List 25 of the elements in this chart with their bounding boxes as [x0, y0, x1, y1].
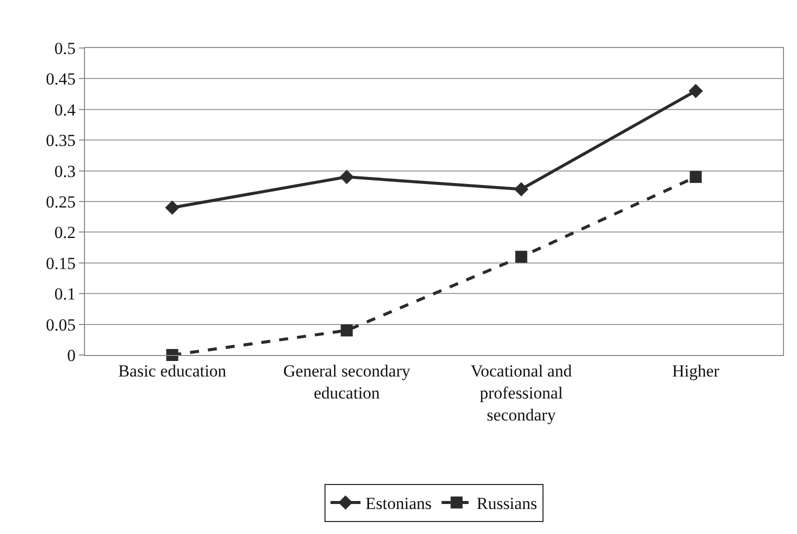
y-tick-label: 0.25 — [46, 192, 76, 212]
point — [340, 170, 354, 184]
legend-label: Estonians — [366, 494, 432, 514]
point — [688, 84, 703, 98]
y-tick-label: 0.2 — [54, 223, 76, 242]
point — [515, 250, 528, 263]
x-tick-label: Basic education — [118, 361, 227, 380]
point — [514, 182, 528, 196]
point — [166, 349, 178, 361]
point — [165, 200, 180, 215]
y-tick-label: 0.15 — [46, 254, 76, 273]
y-tick-label: 0 — [67, 346, 76, 365]
y-tick-label: 0.45 — [46, 70, 76, 89]
x-tick-label: General secondary education — [283, 361, 411, 402]
point — [690, 170, 702, 183]
y-tick-label: 0.35 — [46, 131, 76, 150]
legend-label: Russians — [476, 494, 538, 514]
x-tick-label: Vocational and professional secondary — [470, 361, 572, 425]
y-tick-label: 0.3 — [54, 162, 76, 181]
y-tick-label: 0.4 — [54, 100, 76, 120]
x-tick-label: Higher — [672, 361, 720, 380]
y-tick-label: 0.1 — [54, 284, 76, 304]
y-tick-label: 0.05 — [46, 315, 76, 334]
y-tick-label: 0.5 — [54, 38, 76, 58]
point — [340, 324, 353, 336]
